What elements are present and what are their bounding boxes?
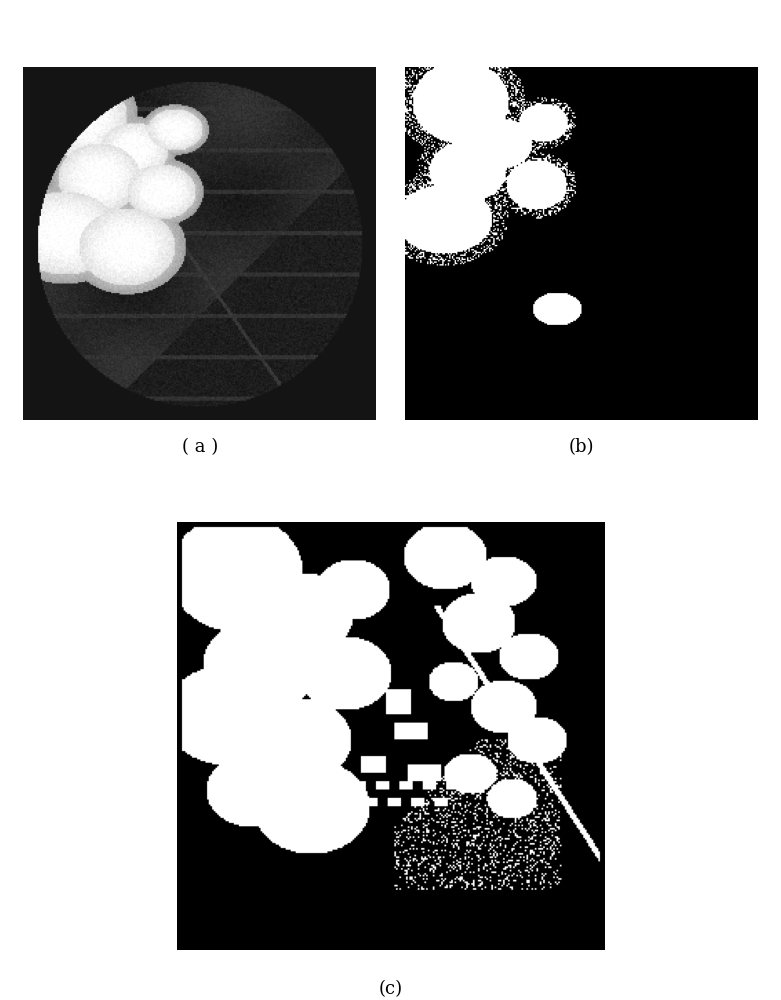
- Text: (c): (c): [379, 980, 402, 998]
- Text: ( a ): ( a ): [182, 438, 218, 456]
- Text: (b): (b): [569, 438, 594, 456]
